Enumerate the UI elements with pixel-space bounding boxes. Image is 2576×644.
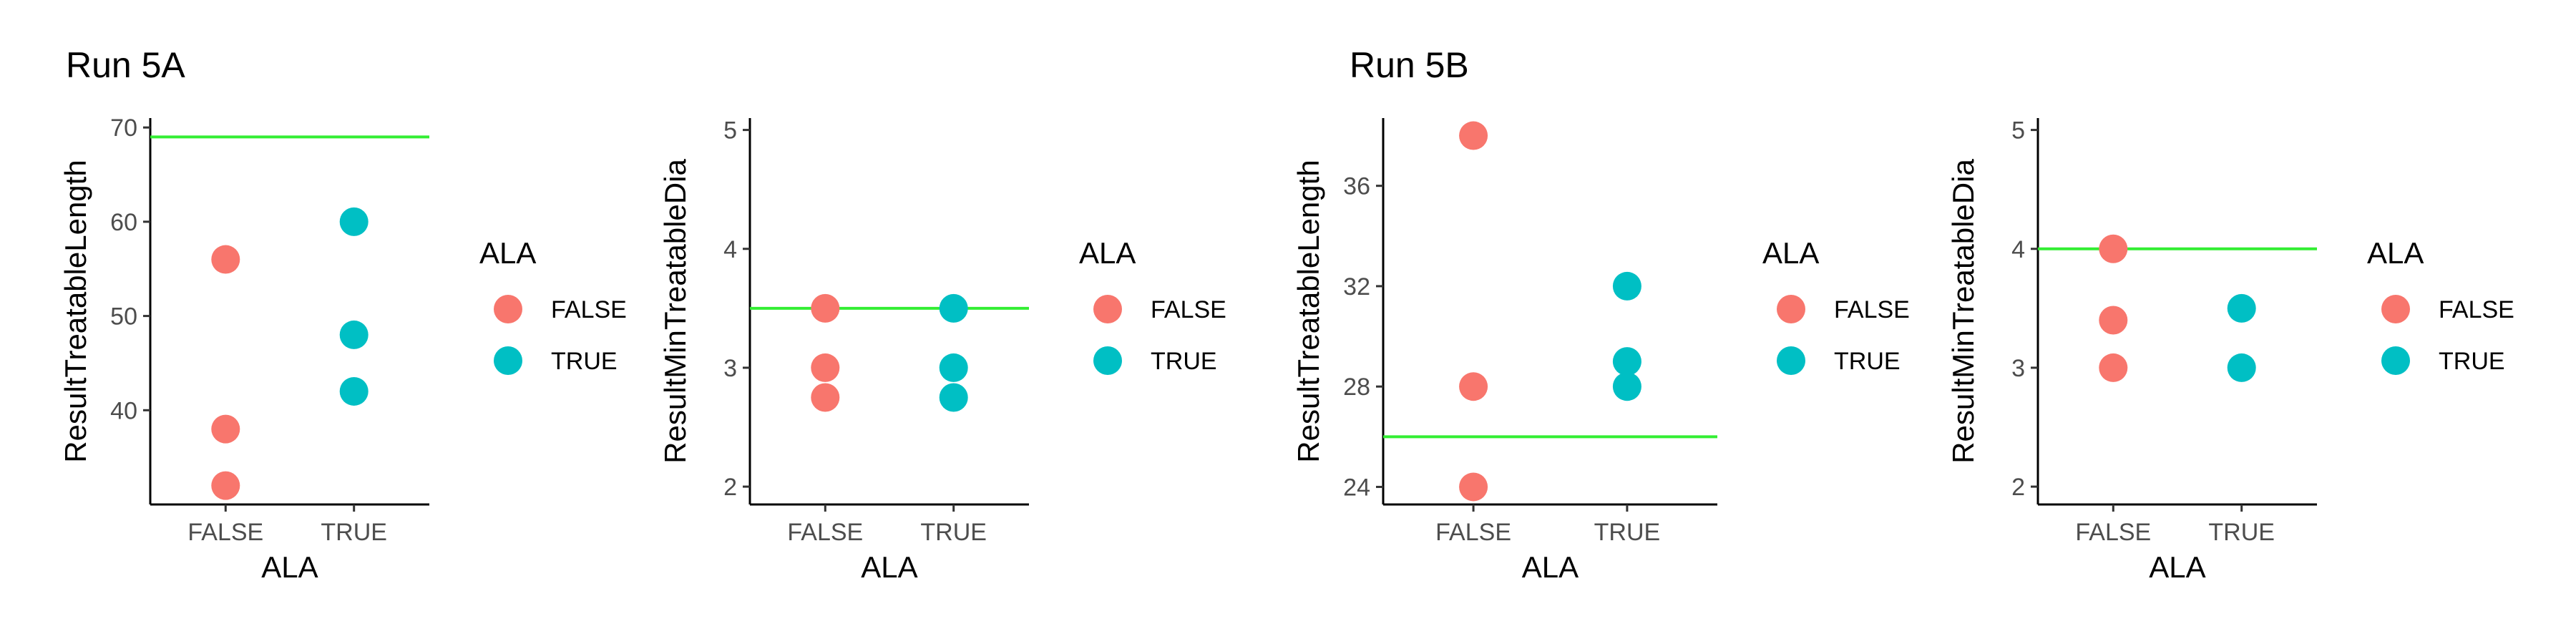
legend-key <box>1093 295 1122 323</box>
y-axis-title: ResultTreatableLength <box>59 160 92 462</box>
legend-label: FALSE <box>1834 296 1910 323</box>
data-point <box>1459 121 1488 150</box>
data-point <box>811 353 840 382</box>
x-tick-label: TRUE <box>920 519 987 546</box>
x-axis-title: ALA <box>861 550 917 584</box>
legend: ALA FALSE TRUE <box>2367 236 2514 375</box>
data-point <box>939 293 968 323</box>
data-point <box>339 207 369 236</box>
y-tick-label: 50 <box>110 303 137 331</box>
data-point <box>1459 472 1488 502</box>
data-point <box>211 471 240 500</box>
data-point <box>1612 347 1641 376</box>
y-axis-title: ResultTreatableLength <box>1292 160 1325 462</box>
x-tick-label: FALSE <box>187 519 263 546</box>
legend-label: TRUE <box>2439 348 2505 375</box>
y-tick-label: 5 <box>2011 117 2025 145</box>
y-tick-label: 36 <box>1343 173 1370 200</box>
legend-label: FALSE <box>1151 296 1226 323</box>
legend-label: TRUE <box>1151 348 1217 375</box>
legend-key <box>1777 295 1805 323</box>
x-tick-label: FALSE <box>2075 519 2151 546</box>
legend-title: ALA <box>1762 236 1819 270</box>
data-point <box>211 414 240 444</box>
y-tick-label: 40 <box>110 397 137 424</box>
y-tick-label: 3 <box>723 355 737 382</box>
data-point <box>2227 293 2256 323</box>
legend-label: FALSE <box>2439 296 2514 323</box>
legend-key <box>2381 346 2410 375</box>
data-point <box>2099 234 2128 263</box>
data-point <box>2099 306 2128 335</box>
y-tick-label: 28 <box>1343 374 1370 401</box>
x-tick-label: FALSE <box>1435 519 1511 546</box>
data-point <box>1612 271 1641 301</box>
x-axis-title: ALA <box>2149 550 2205 584</box>
y-tick-label: 3 <box>2011 355 2025 382</box>
panel-title: Run 5A <box>66 45 185 85</box>
legend-key <box>494 346 522 375</box>
legend: ALA FALSE TRUE <box>1079 236 1226 375</box>
legend-title: ALA <box>2367 236 2424 270</box>
x-tick-label: TRUE <box>1594 519 1661 546</box>
legend-key <box>494 295 522 323</box>
data-point <box>811 383 840 412</box>
legend-label: TRUE <box>551 348 618 375</box>
x-axis-title: ALA <box>1522 550 1579 584</box>
data-point <box>211 245 240 274</box>
data-point <box>1459 372 1488 401</box>
x-tick-label: TRUE <box>2208 519 2275 546</box>
y-tick-label: 2 <box>723 474 737 501</box>
legend-key <box>1093 346 1122 375</box>
data-point <box>939 353 968 382</box>
data-point <box>2227 353 2256 382</box>
data-point <box>939 383 968 412</box>
legend-key <box>1777 346 1805 375</box>
data-point <box>2099 353 2128 382</box>
legend-label: FALSE <box>551 296 627 323</box>
legend-title: ALA <box>1079 236 1136 270</box>
y-tick-label: 4 <box>2011 236 2025 263</box>
legend-label: TRUE <box>1834 348 1901 375</box>
x-tick-label: TRUE <box>321 519 387 546</box>
y-tick-label: 4 <box>723 236 737 263</box>
legend: ALA FALSE TRUE <box>1762 236 1910 375</box>
x-tick-label: FALSE <box>787 519 863 546</box>
data-point <box>339 376 369 406</box>
y-tick-label: 2 <box>2011 474 2025 501</box>
legend: ALA FALSE TRUE <box>479 236 627 375</box>
legend-title: ALA <box>479 236 536 270</box>
legend-key <box>2381 295 2410 323</box>
y-tick-label: 5 <box>723 117 737 145</box>
y-tick-label: 32 <box>1343 273 1370 301</box>
y-tick-label: 24 <box>1343 474 1370 501</box>
y-axis-title: ResultMinTreatableDia <box>1946 159 1980 464</box>
data-point <box>339 320 369 349</box>
y-tick-label: 70 <box>110 114 137 142</box>
data-point <box>1612 372 1641 401</box>
x-axis-title: ALA <box>261 550 318 584</box>
panel-3: Run 5B 24 28 32 36 FALSE TRUE ALA ResultTreatabl… <box>1292 45 1910 584</box>
data-point <box>811 293 840 323</box>
y-tick-label: 60 <box>110 209 137 236</box>
panel-title: Run 5B <box>1350 45 1469 85</box>
y-axis-title: ResultMinTreatableDia <box>658 159 692 464</box>
